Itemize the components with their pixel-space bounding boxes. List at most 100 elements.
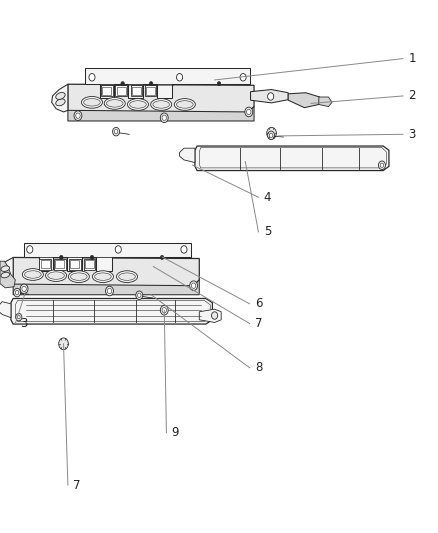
Bar: [54, 259, 66, 270]
Ellipse shape: [1, 272, 10, 278]
Circle shape: [268, 93, 274, 100]
Ellipse shape: [117, 271, 138, 282]
Circle shape: [59, 338, 68, 350]
Bar: [131, 85, 142, 96]
Circle shape: [113, 127, 120, 136]
Bar: [101, 85, 113, 96]
Ellipse shape: [151, 99, 172, 110]
Polygon shape: [319, 97, 332, 107]
Circle shape: [20, 284, 28, 294]
Circle shape: [106, 286, 113, 296]
Ellipse shape: [1, 266, 10, 271]
Ellipse shape: [174, 99, 195, 110]
Circle shape: [138, 293, 141, 297]
Circle shape: [121, 82, 124, 86]
Ellipse shape: [153, 101, 170, 108]
Circle shape: [76, 113, 80, 118]
Bar: [102, 87, 111, 95]
Circle shape: [90, 255, 94, 260]
Circle shape: [160, 255, 164, 260]
Ellipse shape: [177, 101, 193, 108]
Circle shape: [15, 290, 19, 295]
Text: 8: 8: [255, 361, 262, 374]
Circle shape: [247, 109, 251, 115]
Circle shape: [267, 127, 276, 139]
Circle shape: [217, 82, 221, 86]
Ellipse shape: [56, 93, 65, 99]
Polygon shape: [180, 148, 195, 163]
Polygon shape: [11, 298, 212, 324]
Circle shape: [18, 316, 20, 319]
Circle shape: [212, 312, 218, 319]
Polygon shape: [0, 257, 13, 284]
Text: 3: 3: [408, 128, 416, 141]
Bar: [55, 260, 64, 268]
Bar: [117, 87, 126, 95]
Circle shape: [160, 113, 168, 123]
Circle shape: [378, 161, 385, 169]
Polygon shape: [13, 257, 199, 292]
Ellipse shape: [81, 96, 102, 108]
Polygon shape: [52, 84, 68, 112]
Circle shape: [115, 246, 121, 253]
Circle shape: [14, 288, 21, 297]
Polygon shape: [0, 302, 11, 318]
Ellipse shape: [48, 272, 64, 279]
Bar: [146, 87, 155, 95]
Ellipse shape: [22, 269, 43, 280]
Bar: [69, 259, 81, 270]
Bar: [41, 260, 50, 268]
Ellipse shape: [25, 271, 41, 278]
Polygon shape: [288, 93, 320, 108]
Bar: [70, 260, 79, 268]
Text: 7: 7: [255, 317, 262, 330]
Polygon shape: [68, 84, 254, 118]
Text: 4: 4: [264, 191, 271, 204]
Ellipse shape: [46, 270, 67, 281]
Bar: [84, 259, 95, 270]
Polygon shape: [251, 90, 288, 103]
Ellipse shape: [56, 99, 65, 106]
Ellipse shape: [106, 100, 123, 107]
Text: 7: 7: [73, 479, 81, 491]
Circle shape: [162, 308, 166, 313]
Circle shape: [191, 283, 196, 288]
Text: 3: 3: [21, 317, 28, 330]
Polygon shape: [85, 68, 250, 98]
Circle shape: [177, 74, 183, 81]
Polygon shape: [68, 107, 254, 121]
Circle shape: [190, 281, 198, 290]
Ellipse shape: [104, 98, 125, 109]
Circle shape: [22, 286, 26, 292]
Bar: [145, 85, 156, 96]
Circle shape: [27, 246, 33, 253]
Circle shape: [107, 288, 112, 294]
Circle shape: [380, 163, 384, 167]
Circle shape: [136, 291, 143, 300]
Ellipse shape: [130, 101, 146, 108]
Text: 6: 6: [255, 297, 262, 310]
Circle shape: [89, 74, 95, 81]
Bar: [115, 85, 127, 96]
Text: 5: 5: [264, 225, 271, 238]
Circle shape: [74, 111, 82, 120]
Ellipse shape: [68, 271, 89, 282]
Bar: [85, 260, 94, 268]
Polygon shape: [0, 261, 15, 288]
Ellipse shape: [92, 271, 113, 282]
Text: 9: 9: [172, 426, 179, 439]
Text: 1: 1: [408, 52, 416, 65]
Circle shape: [240, 74, 246, 81]
Circle shape: [245, 107, 253, 117]
Circle shape: [60, 255, 63, 260]
Circle shape: [149, 82, 153, 86]
Ellipse shape: [71, 273, 87, 280]
Ellipse shape: [127, 99, 148, 110]
Ellipse shape: [95, 273, 111, 280]
Ellipse shape: [84, 99, 100, 106]
Circle shape: [16, 313, 22, 321]
Polygon shape: [199, 309, 221, 322]
Circle shape: [114, 130, 118, 134]
Polygon shape: [195, 146, 389, 171]
Circle shape: [268, 131, 275, 140]
